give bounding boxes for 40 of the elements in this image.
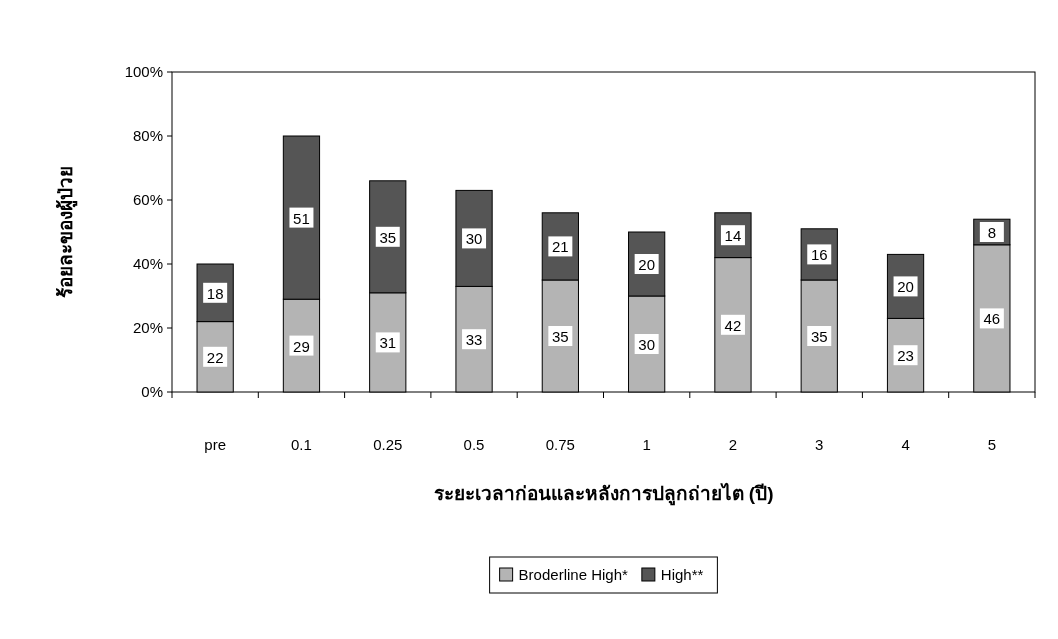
data-label: 20 xyxy=(897,278,914,296)
y-tick-label: 100% xyxy=(124,63,163,80)
data-label: 42 xyxy=(724,316,742,334)
x-tick-label: 3 xyxy=(815,436,824,453)
data-label: 31 xyxy=(379,334,397,352)
data-label: 35 xyxy=(552,328,569,345)
data-label: 23 xyxy=(897,347,914,365)
data-label: 35 xyxy=(810,328,828,345)
data-label: 16 xyxy=(810,246,828,264)
x-tick-label: 0.5 xyxy=(463,436,485,453)
y-tick-label: 0% xyxy=(141,383,163,400)
y-tick-label: 80% xyxy=(132,127,163,144)
data-label: 33 xyxy=(465,331,483,349)
y-tick-label: 20% xyxy=(132,319,163,336)
x-tick-label: 0.1 xyxy=(291,436,312,453)
data-label: 51 xyxy=(293,209,310,227)
y-tick-label: 40% xyxy=(132,255,163,272)
data-label: 30 xyxy=(638,336,655,353)
data-label: 30 xyxy=(465,230,483,248)
y-axis-title: ร้อยละของผู้ป่วย xyxy=(55,166,78,298)
y-tick-label: 60% xyxy=(132,191,163,208)
data-label: 14 xyxy=(724,227,742,245)
data-label: 21 xyxy=(552,238,569,256)
data-label: 18 xyxy=(206,284,224,302)
data-label: 8 xyxy=(987,224,997,241)
x-tick-label: 5 xyxy=(987,436,997,453)
legend-label: Broderline High* xyxy=(518,566,629,583)
data-label: 35 xyxy=(379,228,397,246)
legend-label: High** xyxy=(660,566,704,583)
x-tick-label: 4 xyxy=(901,436,910,453)
x-tick-label: pre xyxy=(204,436,226,453)
x-tick-label: 2 xyxy=(728,436,738,453)
data-label: 22 xyxy=(206,348,224,366)
data-label: 46 xyxy=(983,310,1001,328)
x-tick-label: 0.25 xyxy=(373,436,403,453)
x-axis-title: ระยะเวลาก่อนและหลังการปลูกถ่ายไต (ปี) xyxy=(433,482,774,506)
data-label: 20 xyxy=(638,256,655,273)
data-label: 29 xyxy=(293,337,310,355)
x-tick-label: 0.75 xyxy=(545,436,575,453)
x-tick-label: 1 xyxy=(642,436,651,453)
